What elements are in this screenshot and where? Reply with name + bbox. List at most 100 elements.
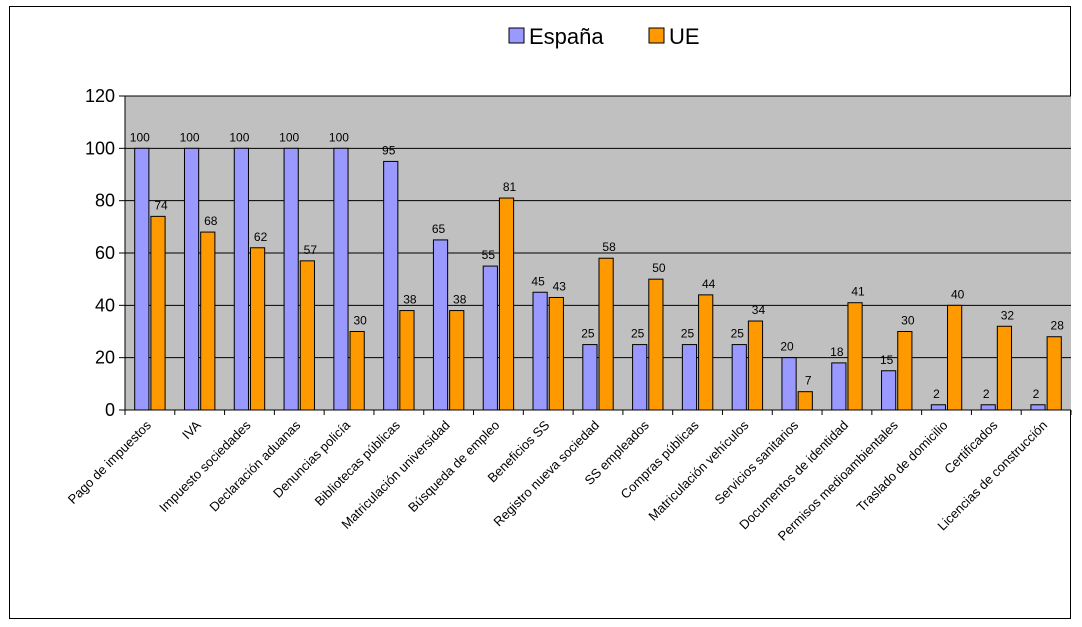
- bar-espana: [283, 147, 299, 411]
- bar-espana: [333, 147, 349, 411]
- bar-ue: [947, 304, 963, 411]
- data-label: 30: [353, 314, 367, 328]
- bar-ue: [150, 215, 166, 411]
- data-label: 100: [329, 130, 349, 144]
- bar-ue: [698, 294, 714, 411]
- bar-ue: [648, 278, 664, 411]
- bar-espana: [881, 370, 897, 411]
- bar-espana: [233, 147, 249, 411]
- bar-espana: [980, 404, 996, 411]
- bar-ue: [897, 331, 913, 411]
- data-label: 100: [180, 130, 200, 144]
- bar-ue: [847, 302, 863, 411]
- bar-ue: [200, 231, 216, 411]
- bar-espana: [731, 344, 747, 411]
- y-tick-label: 40: [95, 295, 115, 315]
- x-tick-label: Búsqueda de empleo: [405, 418, 502, 515]
- bar-espana: [582, 344, 598, 411]
- bar-espana: [831, 362, 847, 411]
- data-label: 25: [581, 327, 595, 341]
- data-label: 100: [130, 130, 150, 144]
- data-label: 38: [403, 293, 417, 307]
- data-label: 25: [631, 327, 645, 341]
- chart-legend: España UE: [508, 24, 700, 49]
- y-tick-label: 100: [85, 138, 115, 158]
- data-label: 40: [951, 287, 965, 301]
- bar-ue: [797, 391, 813, 411]
- data-label: 95: [382, 143, 396, 157]
- bar-espana: [432, 239, 449, 411]
- data-label: 58: [602, 240, 616, 254]
- data-labels: 100 74 100 68 100 62 100 57 100 30 95 38 65 38 55 81 45 4…: [130, 130, 1064, 400]
- bar-ue: [498, 197, 515, 411]
- gridlines: [125, 95, 1071, 359]
- data-label: 45: [531, 274, 545, 288]
- bar-ue: [747, 320, 764, 411]
- bar-ue: [996, 325, 1013, 411]
- bar-ue: [598, 257, 614, 411]
- x-tick-label: IVA: [179, 417, 204, 442]
- data-label: 50: [652, 261, 666, 275]
- bar-espana: [681, 344, 698, 411]
- data-label: 62: [254, 230, 268, 244]
- bar-espana: [383, 160, 399, 411]
- data-label: 68: [204, 214, 218, 228]
- x-tick-label: Impuesto sociedades: [156, 417, 254, 515]
- y-tick-label: 80: [95, 191, 115, 211]
- data-label: 65: [432, 222, 446, 236]
- data-label: 57: [304, 243, 318, 257]
- data-label: 25: [731, 327, 745, 341]
- data-label: 2: [933, 387, 940, 401]
- bar-ue: [548, 296, 564, 411]
- data-label: 18: [830, 345, 844, 359]
- data-label: 2: [983, 387, 990, 401]
- x-tick-label: Matriculación vehículos: [645, 417, 752, 524]
- y-tick-label: 120: [85, 86, 115, 106]
- bar-espana: [532, 291, 548, 411]
- bar-ue: [399, 310, 415, 411]
- y-tick-label: 60: [95, 243, 115, 263]
- data-label: 7: [805, 374, 812, 388]
- y-tick-label: 0: [105, 400, 115, 420]
- data-label: 41: [851, 285, 865, 299]
- data-label: 34: [752, 303, 766, 317]
- data-label: 74: [154, 198, 168, 212]
- data-label: 81: [503, 180, 517, 194]
- data-label: 2: [1033, 387, 1040, 401]
- bar-espana: [183, 147, 200, 411]
- data-label: 30: [901, 314, 915, 328]
- data-label: 25: [681, 327, 695, 341]
- bar-ue: [249, 247, 266, 411]
- x-tick-label: Bibliotecas públicas: [312, 417, 404, 509]
- data-label: 100: [279, 130, 299, 144]
- data-label: 43: [553, 279, 567, 293]
- bar-espana: [134, 147, 150, 411]
- bars: [134, 147, 1062, 411]
- legend-swatch-ue: [648, 27, 665, 44]
- x-tick-label: Declaración aduanas: [206, 417, 303, 514]
- bar-espana: [781, 357, 797, 411]
- bar-espana: [930, 404, 947, 411]
- bar-espana: [1030, 404, 1046, 411]
- bar-ue: [299, 260, 315, 411]
- data-label: 20: [780, 340, 794, 354]
- data-label: 38: [453, 293, 467, 307]
- bar-ue: [1046, 336, 1062, 411]
- bar-ue: [349, 331, 365, 411]
- legend-label-espana: España: [529, 24, 604, 49]
- bar-espana: [482, 265, 498, 411]
- data-label: 28: [1051, 319, 1065, 333]
- legend-label-ue: UE: [669, 24, 700, 49]
- x-tick-label: Traslado de domicilio: [854, 418, 951, 515]
- y-tick-label: 20: [95, 348, 115, 368]
- data-label: 32: [1001, 308, 1015, 322]
- bar-espana: [632, 344, 648, 411]
- x-tick-label: Pago de impuestos: [65, 417, 155, 507]
- data-label: 44: [702, 277, 716, 291]
- data-label: 15: [880, 353, 894, 367]
- bar-ue: [449, 310, 465, 411]
- data-label: 100: [229, 130, 249, 144]
- x-tick-label: Servicios sanitarios: [711, 417, 801, 507]
